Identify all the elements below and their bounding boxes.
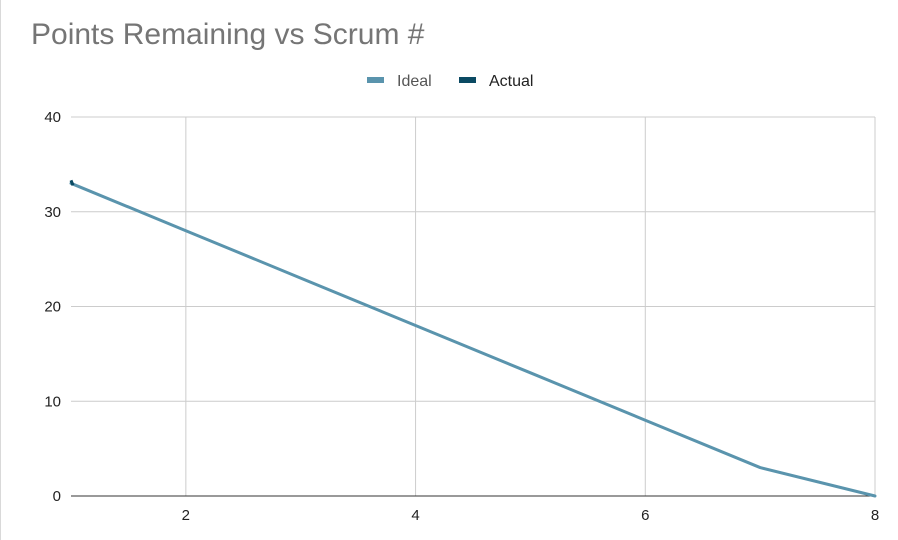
series-lines [69, 179, 877, 498]
series-point-actual [69, 179, 75, 186]
x-tick-label-4: 4 [411, 507, 419, 524]
legend-label-actual: Actual [489, 73, 533, 90]
x-tick-label-2: 2 [182, 507, 190, 524]
x-tick-label-6: 6 [641, 507, 649, 524]
y-tick-label-30: 30 [44, 204, 61, 221]
y-tick-label-20: 20 [44, 299, 61, 316]
y-tick-label-0: 0 [53, 488, 61, 505]
series-line-ideal [69, 181, 877, 498]
chart-title: Points Remaining vs Scrum # [31, 18, 425, 51]
tick-labels: 0 10 20 30 40 2 4 6 8 [44, 109, 879, 524]
x-tick-label-8: 8 [871, 507, 879, 524]
gridlines [71, 116, 876, 496]
legend: Ideal Actual [367, 73, 533, 90]
legend-swatch-actual [459, 77, 476, 83]
y-tick-label-10: 10 [44, 393, 61, 410]
legend-swatch-ideal [367, 77, 384, 83]
y-tick-label-40: 40 [44, 109, 61, 126]
legend-label-ideal: Ideal [397, 73, 432, 90]
